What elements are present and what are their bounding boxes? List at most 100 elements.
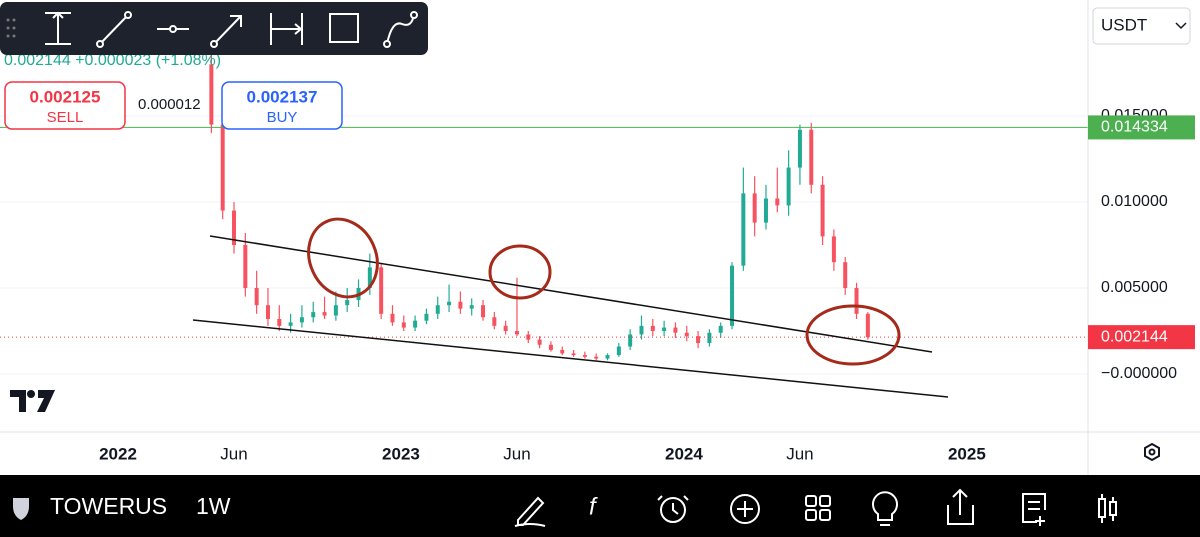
candle-body [514, 331, 519, 335]
drawing-toolbar [0, 2, 428, 55]
level-label: 0.014334 [1101, 119, 1168, 136]
candle-body [741, 193, 746, 266]
candle-body [232, 210, 237, 245]
quote: 0.002144 +0.000023 (+1.08%) [4, 52, 221, 69]
sell-button[interactable] [4, 81, 126, 130]
tool-path[interactable] [386, 13, 415, 45]
candle-body [254, 288, 259, 306]
interval[interactable]: 1W [196, 493, 231, 519]
y-tick-label: −0.000000 [1101, 365, 1177, 382]
x-tick-label: 2022 [99, 444, 137, 463]
candle-body [481, 305, 486, 318]
candle-body [775, 198, 780, 206]
candle-body [311, 312, 316, 318]
candle-body [865, 313, 870, 338]
last-price-label-bg [1088, 325, 1195, 350]
grip [6, 18, 16, 38]
candle-body [469, 305, 474, 309]
tool-rectangle[interactable] [329, 13, 359, 43]
candle-body [752, 193, 757, 223]
candle-body [797, 129, 802, 168]
candle-body [673, 327, 678, 333]
candle-body [582, 355, 587, 357]
candle-body [662, 327, 667, 332]
tool-arrow[interactable] [213, 15, 242, 45]
candle-body [333, 305, 338, 316]
candle-body [786, 167, 791, 206]
candle-body [299, 317, 304, 323]
symbol-icon [13, 498, 29, 520]
add-icon[interactable] [730, 494, 760, 524]
overlay: 0.0150000.0100000.005000−0.0000002022Jun… [99, 107, 1195, 463]
symbol[interactable]: TOWERUS [50, 493, 167, 519]
alert-icon[interactable] [660, 497, 686, 523]
candle-body [277, 318, 282, 326]
y-tick-label: 0.005000 [1101, 279, 1168, 296]
tool-dot [383, 40, 391, 48]
candle-body [730, 265, 735, 326]
candle-body [424, 313, 429, 321]
candle-body [650, 325, 655, 332]
tool-trend-line[interactable] [99, 14, 129, 45]
bottom-bar [0, 475, 1200, 537]
candle-body [458, 301, 463, 309]
currency-button[interactable] [1092, 7, 1191, 45]
tool-dot [96, 40, 104, 48]
draw-icon[interactable] [514, 496, 546, 527]
tool-dot [124, 11, 132, 19]
candle-body [560, 349, 565, 354]
candle-body [548, 344, 553, 350]
candle-body [503, 325, 508, 332]
add-list-icon[interactable] [1022, 493, 1046, 526]
sell-price: 0.002125 [30, 87, 101, 106]
candle-body [435, 305, 440, 314]
currency: USDT [1101, 15, 1147, 34]
candle-body [594, 356, 599, 359]
share-icon[interactable] [947, 488, 974, 525]
candle-body [809, 129, 814, 185]
tool-dot [210, 40, 218, 48]
settings-icon[interactable] [1144, 442, 1160, 462]
candle-body [265, 305, 270, 319]
ideas-icon[interactable] [872, 491, 898, 526]
candle-body [831, 236, 836, 263]
circle-drawing [488, 244, 552, 300]
tool-dot [169, 25, 177, 33]
buy-price: 0.002137 [247, 87, 318, 106]
candle-body [571, 353, 576, 356]
candle-body [243, 244, 248, 288]
candle-body [763, 198, 768, 223]
trend-line [209, 235, 933, 353]
candle-body [718, 325, 723, 333]
candle-body [537, 339, 542, 345]
candle-body [367, 267, 372, 288]
x-tick-label: 2025 [948, 444, 986, 463]
tool-dot [410, 11, 418, 19]
logo [10, 390, 55, 412]
indicators-icon[interactable]: f [589, 493, 598, 520]
candle-body [605, 355, 610, 359]
x-tick-label: Jun [220, 444, 247, 463]
settings-icon-dot [1148, 448, 1156, 456]
candle-body [447, 301, 452, 306]
candle-body [390, 313, 395, 323]
candle-body [820, 184, 825, 237]
dropdown-arrow [1175, 22, 1187, 30]
buy-button[interactable] [221, 81, 343, 130]
plot [0, 12, 1088, 375]
candle-body [707, 332, 712, 344]
x-tick-label: 2024 [665, 444, 703, 463]
tool-range[interactable] [270, 13, 303, 45]
tool-measure[interactable] [45, 11, 71, 45]
layout-icon[interactable] [805, 495, 817, 507]
candle-body [413, 320, 418, 328]
buy-label: BUY [267, 109, 298, 126]
candle-body [843, 262, 848, 288]
y-tick-label: 0.010000 [1101, 193, 1168, 210]
candle-body [401, 322, 406, 328]
x-tick-label: Jun [786, 444, 813, 463]
candle-body [616, 346, 621, 356]
candle-body [492, 317, 497, 326]
candle-body [379, 267, 384, 314]
